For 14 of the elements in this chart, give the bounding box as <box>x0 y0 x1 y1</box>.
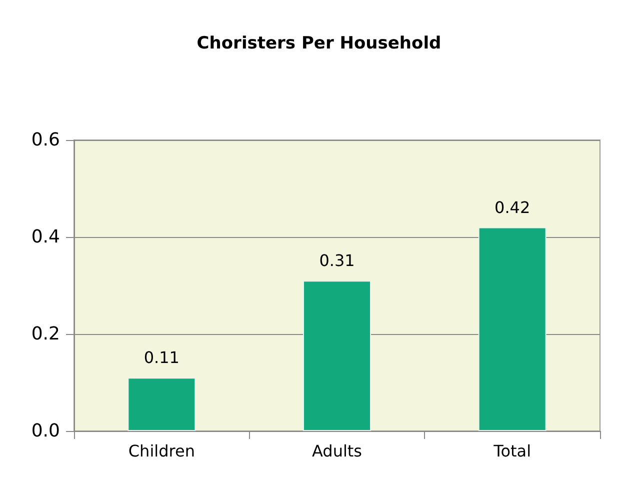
x-tick-label: Children <box>128 442 195 460</box>
data-label: 0.42 <box>494 198 530 217</box>
data-label: 0.11 <box>144 348 180 368</box>
chart-title: Choristers Per Household <box>196 34 442 54</box>
y-tick-label: 0.4 <box>31 226 60 248</box>
y-tick-label: 0.2 <box>31 324 60 344</box>
bar <box>478 227 546 431</box>
data-label: 0.31 <box>319 251 355 270</box>
y-tick-label: 0.0 <box>31 420 60 442</box>
bar <box>303 280 371 431</box>
bar <box>128 378 196 431</box>
x-tick-label: Adults <box>312 442 362 460</box>
y-tick-label: 0.6 <box>31 130 60 150</box>
x-tick-label: Total <box>492 442 532 460</box>
